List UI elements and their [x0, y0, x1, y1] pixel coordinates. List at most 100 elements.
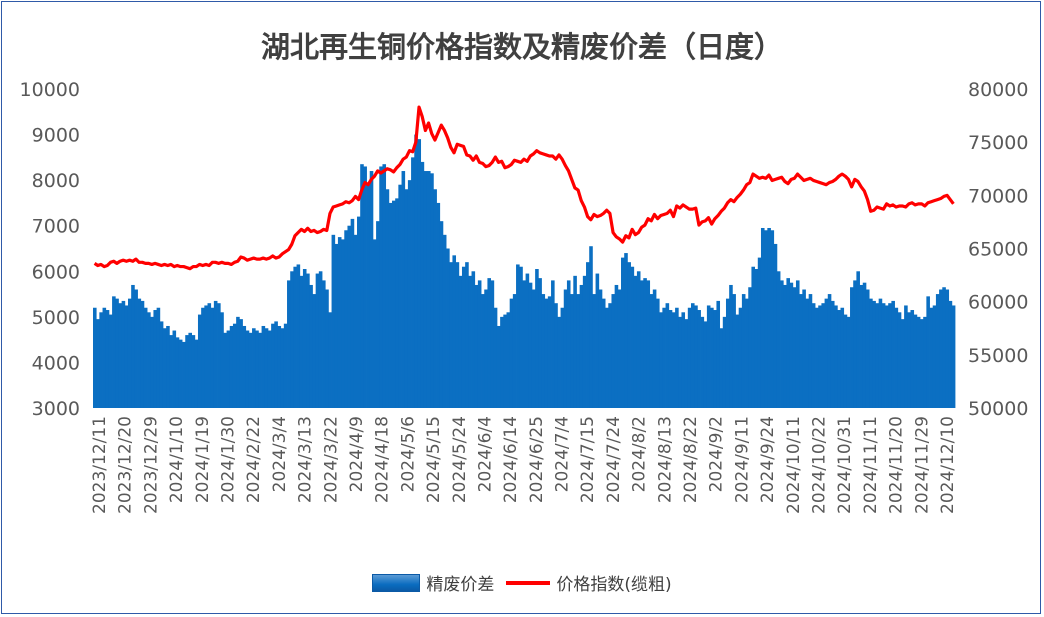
- bar: [493, 307, 498, 408]
- bar: [662, 307, 666, 408]
- x-tick-label: 2024/11/11: [861, 416, 881, 514]
- bar: [213, 300, 218, 408]
- bar: [458, 275, 463, 408]
- bar: [446, 248, 450, 408]
- bar: [729, 284, 733, 408]
- left-axis-labels: 3000 4000 5000 6000 7000 8000 9000 10000: [20, 79, 80, 420]
- bar: [869, 298, 873, 408]
- bar: [395, 198, 399, 408]
- x-tick-label: 2024/8/2: [630, 416, 650, 492]
- bar: [96, 319, 100, 408]
- bar: [430, 173, 434, 408]
- right-tick-label: 75000: [968, 132, 1028, 154]
- bar: [363, 166, 367, 408]
- bar: [242, 325, 247, 408]
- bar: [522, 280, 526, 408]
- bar: [516, 264, 520, 408]
- bar: [760, 227, 765, 408]
- bar: [236, 316, 240, 408]
- bar: [175, 337, 180, 408]
- bar: [105, 310, 110, 408]
- bar-series: [93, 134, 956, 408]
- left-tick-label: 7000: [32, 216, 80, 238]
- bar: [923, 316, 927, 408]
- right-tick-label: 50000: [968, 398, 1028, 420]
- bar: [528, 282, 533, 408]
- bar: [754, 269, 759, 408]
- bar: [843, 314, 848, 408]
- right-tick-label: 60000: [968, 292, 1028, 314]
- bar: [344, 230, 348, 408]
- bar: [452, 255, 457, 408]
- bar: [204, 305, 208, 408]
- bar: [773, 243, 778, 408]
- bar: [309, 284, 313, 408]
- bar: [414, 134, 418, 408]
- bar: [255, 330, 259, 408]
- left-tick-label: 4000: [32, 352, 80, 374]
- bar: [824, 298, 829, 408]
- bar: [865, 289, 870, 408]
- bar: [624, 253, 628, 408]
- bar: [920, 319, 924, 408]
- x-tick-label: 2024/6/25: [527, 416, 547, 503]
- bar: [143, 307, 148, 408]
- bar: [401, 171, 406, 408]
- bar: [830, 300, 835, 408]
- bar: [261, 325, 266, 408]
- x-tick-label: 2024/12/10: [938, 416, 958, 514]
- x-tick-label: 2024/1/19: [193, 416, 213, 503]
- bar: [805, 298, 810, 408]
- bar: [913, 314, 918, 408]
- bar: [856, 271, 860, 408]
- bar: [643, 278, 647, 408]
- bar: [525, 273, 530, 408]
- x-tick-label: 2024/8/13: [655, 416, 675, 503]
- bar: [392, 200, 396, 408]
- bar: [500, 316, 504, 408]
- bar: [627, 262, 631, 408]
- bar: [795, 280, 800, 408]
- bar: [245, 330, 250, 408]
- bar: [846, 316, 851, 408]
- x-tick-label: 2024/8/22: [681, 416, 701, 503]
- bar: [512, 294, 517, 408]
- bar: [436, 202, 441, 408]
- bar: [589, 246, 593, 408]
- bar: [398, 184, 402, 408]
- x-tick-label: 2023/12/20: [116, 416, 136, 514]
- legend-bar-swatch: [372, 573, 421, 592]
- bar: [808, 294, 813, 408]
- bar: [353, 234, 358, 408]
- bar: [716, 300, 721, 408]
- bar: [815, 307, 819, 408]
- bar: [201, 307, 205, 408]
- bar: [926, 296, 930, 408]
- bar: [566, 280, 571, 408]
- bar: [461, 266, 466, 408]
- legend-item-bar: 精废价差: [372, 570, 494, 595]
- x-tick-label: 2024/6/4: [476, 416, 496, 492]
- bar: [357, 216, 361, 408]
- bar: [239, 319, 243, 408]
- bar: [487, 278, 491, 408]
- bar: [900, 319, 905, 408]
- bar: [885, 305, 889, 408]
- bar: [115, 298, 119, 408]
- bar: [477, 280, 482, 408]
- bar: [665, 303, 670, 408]
- x-tick-label: 2024/4/18: [373, 416, 393, 503]
- bar: [764, 230, 768, 408]
- bar: [827, 294, 832, 408]
- bar: [929, 307, 934, 408]
- bar: [690, 303, 695, 408]
- bar: [570, 294, 574, 408]
- bar: [783, 284, 787, 408]
- bar: [248, 332, 253, 408]
- bar: [131, 284, 135, 408]
- bar: [538, 278, 542, 408]
- bar: [197, 314, 202, 408]
- bar: [904, 305, 908, 408]
- bar: [178, 339, 183, 408]
